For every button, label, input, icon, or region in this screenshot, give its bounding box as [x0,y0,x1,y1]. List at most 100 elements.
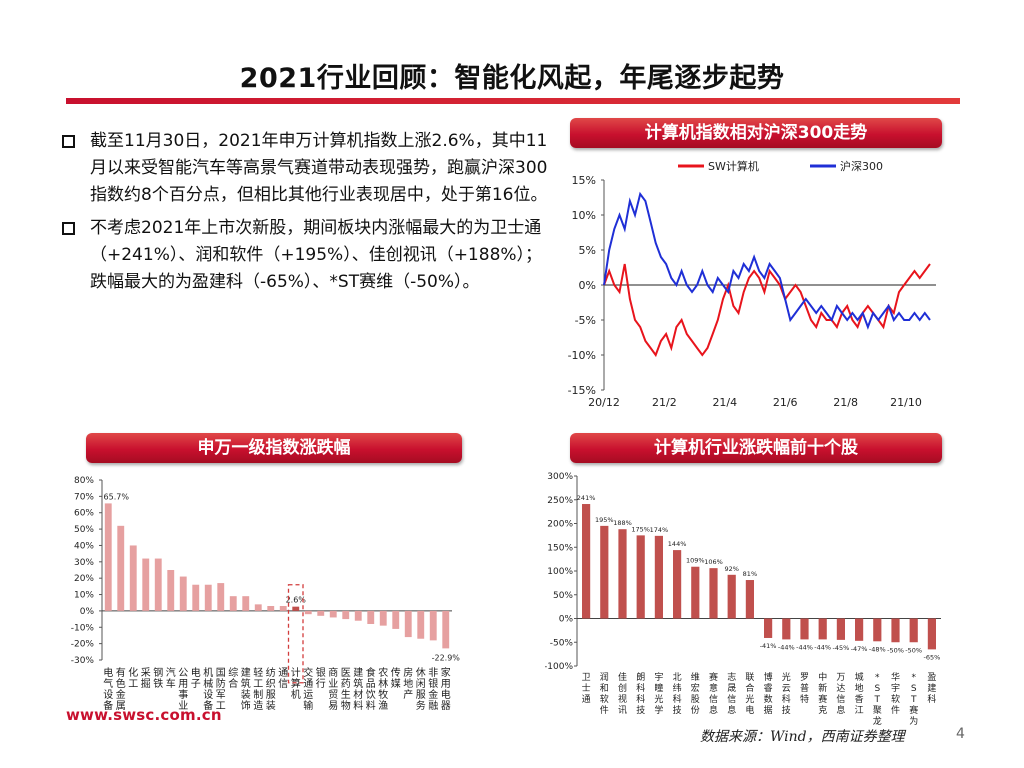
bar [873,618,882,642]
bar [836,618,845,640]
category-label: 志晟信息 [727,671,736,716]
bar [379,610,387,626]
bar-data-label: 195% [595,516,614,524]
category-label: 综合 [228,666,238,690]
bar [117,525,125,611]
bar-data-label: 81% [743,570,757,578]
category-label: 银行 [316,666,326,690]
bar [129,545,137,611]
y-tick-label: -5% [575,314,596,327]
bar [582,504,591,619]
bullet-text: 截至11月30日，2021年申万计算机指数上涨2.6%，其中11月以来受智能汽车… [90,131,548,205]
stocks-bar-chart: 300% 250% 200% 150% 100% 50% 0% -50% -100% 241% 卫士… [545,472,941,727]
bar [267,606,275,611]
bar [764,618,773,638]
category-label: 公用事业 [178,668,188,712]
stocks-chart-header: 计算机行业涨跌幅前十个股 [570,433,942,463]
bar-data-label: -47% [851,645,868,653]
bar-data-label: 144% [668,540,687,548]
bar [909,618,918,643]
category-label: 家用电器 [441,666,451,712]
category-label: 博睿数据 [764,671,773,716]
bar [782,618,791,640]
bar [392,610,400,629]
bar [354,610,362,621]
category-label: 佳创视讯 [618,671,627,716]
x-tick-label: 21/8 [833,396,858,409]
bar-data-label: 109% [686,557,705,565]
bar [254,604,262,611]
bar [192,584,200,611]
bar-data-label: 2.6% [286,596,307,605]
category-label: * S T 聚龙 [873,673,882,727]
bar [142,558,150,611]
bar [442,610,450,649]
bar [229,596,237,611]
bar [242,596,250,611]
x-tick-label: 21/10 [890,396,922,409]
category-label: 盈建科 [927,672,936,705]
category-label: 计算机 [291,666,301,701]
bar-data-label: 106% [704,558,723,566]
y-tick-label: 250% [547,496,573,506]
category-label: 华宇软件 [891,671,900,716]
bar [709,568,718,619]
bar [691,566,700,619]
category-label: 润和软件 [600,671,609,716]
bar [636,535,645,619]
bar [891,618,900,643]
category-label: 传媒 [391,667,401,690]
y-tick-label: 80% [74,476,94,486]
bar [600,525,609,619]
bar [404,610,412,638]
bar [745,580,754,619]
bar [167,570,175,611]
legend-label: 沪深300 [840,159,883,173]
category-label: * S T 赛为 [909,673,918,727]
y-tick-label: -10% [71,623,95,633]
bar-data-label: 174% [650,526,669,534]
category-label: 采掘 [141,667,151,690]
y-tick-label: 5% [579,244,596,257]
x-tick-label: 21/2 [652,396,677,409]
y-tick-label: -30% [71,656,95,666]
bar [818,618,827,640]
y-tick-label: 0% [80,607,95,617]
bar [429,610,437,641]
category-label: 机械设备 [203,666,213,712]
bar-data-label: -45% [833,644,850,652]
category-label: 朗科科技 [636,671,645,716]
category-label: 建筑装饰 [241,666,251,712]
bar-data-label: 241% [577,494,596,502]
y-tick-label: 50% [74,525,94,535]
bar [417,610,425,639]
category-label: 房地产 [403,666,413,701]
category-label: 钢铁 [153,666,163,690]
y-tick-label: 200% [547,520,573,530]
category-label: 电子 [191,666,201,690]
bar-data-label: 175% [631,525,650,533]
category-label: 宇瞳光学 [654,671,663,716]
y-tick-label: 0% [579,279,596,292]
bar [342,610,350,620]
bar [179,576,187,611]
category-label: 万达信息 [836,673,845,716]
bar-data-label: -65% [924,653,941,661]
category-label: 有色金属 [116,666,126,712]
bar [304,610,312,615]
bullet-item: 不考虑2021年上市次新股，期间板块内涨幅最大的为卫士通（+241%）、润和软件… [60,215,550,296]
industry-bar-chart: 80% 70% 60% 50% 40% 30% 20% 10% 0% -10% -20% -30% 65… [71,476,460,712]
y-tick-label: 40% [74,541,94,551]
bar [727,574,736,619]
y-tick-label: 60% [74,509,94,519]
category-label: 赛意信息 [709,671,718,716]
category-label: 国防军工 [216,667,226,712]
y-tick-label: 30% [74,558,94,568]
y-tick-label: 70% [74,492,94,502]
bar-data-label: -50% [887,646,904,654]
bar-data-label: -44% [796,643,813,651]
website-url[interactable]: www.swsc.com.cn [66,706,222,724]
y-tick-label: 10% [572,209,596,222]
bar-data-label: 92% [724,565,738,573]
category-label: 化工 [128,666,138,690]
